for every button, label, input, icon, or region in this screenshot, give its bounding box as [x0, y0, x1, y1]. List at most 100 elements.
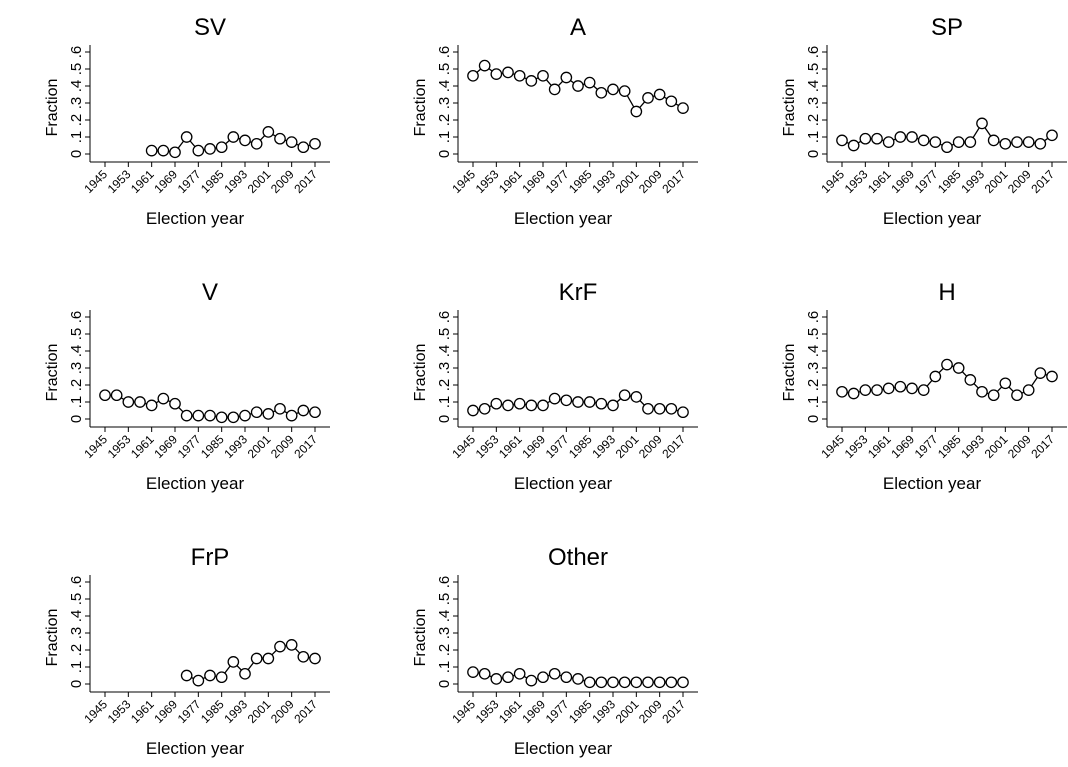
x-tick-label: 1993	[221, 697, 250, 726]
data-point	[513, 667, 526, 680]
x-tick-label: 1993	[589, 697, 618, 726]
data-point	[847, 139, 860, 152]
x-tick-label: 1953	[105, 432, 134, 461]
y-axis-label: Fraction	[412, 79, 429, 137]
y-tick-label: .3	[68, 362, 85, 375]
data-point	[665, 402, 678, 415]
x-tick-label: 1985	[935, 167, 964, 196]
data-point	[583, 396, 596, 408]
x-tick-label: 1961	[128, 167, 157, 196]
y-tick-label: .4	[436, 610, 453, 623]
x-tick-label: 1961	[865, 167, 894, 196]
data-point	[192, 409, 205, 422]
y-tick-label: .1	[436, 131, 453, 144]
data-point	[595, 397, 608, 410]
panel-title: A	[570, 14, 586, 41]
x-tick-label: 1993	[589, 167, 618, 196]
x-tick-label: 1953	[473, 697, 502, 726]
data-point	[665, 676, 678, 689]
x-tick-label: 1977	[175, 432, 204, 461]
data-point	[653, 88, 666, 101]
y-tick-label: .2	[68, 644, 85, 657]
data-point	[110, 389, 123, 402]
x-tick-label: 2017	[1028, 432, 1057, 461]
panel-title: H	[938, 279, 955, 306]
data-point	[677, 102, 689, 114]
y-tick-label: .2	[805, 114, 822, 127]
x-tick-label: 1977	[912, 167, 941, 196]
data-point	[262, 126, 275, 138]
y-tick-label: 0	[68, 680, 85, 688]
x-tick-label: 2017	[659, 697, 688, 726]
y-tick-label: .6	[805, 46, 822, 59]
x-tick-label: 1969	[519, 697, 548, 726]
data-point	[227, 656, 240, 668]
data-point	[906, 382, 918, 395]
data-point	[467, 666, 479, 678]
data-point	[204, 143, 216, 155]
y-tick-label: .3	[436, 97, 453, 110]
y-tick-label: .5	[68, 593, 85, 606]
panel-5: H0.1.2.3.4.5.6Fraction194519531961196919…	[781, 279, 1067, 493]
data-point	[548, 392, 561, 405]
y-tick-label: 0	[68, 415, 85, 423]
x-tick-label: 1961	[865, 432, 894, 461]
x-tick-label: 2009	[268, 167, 297, 196]
panel-title: FrP	[191, 544, 230, 571]
y-tick-label: 0	[436, 150, 453, 158]
data-point	[145, 399, 158, 412]
data-point	[502, 671, 514, 684]
x-tick-label: 2017	[659, 432, 688, 461]
data-point	[227, 131, 240, 143]
y-tick-label: .5	[436, 328, 453, 341]
data-point	[607, 399, 619, 412]
panel-title: SV	[194, 14, 226, 41]
data-point	[239, 667, 251, 680]
x-tick-label: 1985	[566, 167, 595, 196]
data-point	[677, 406, 689, 419]
data-point	[987, 134, 1000, 147]
data-point	[572, 396, 584, 408]
x-tick-label: 1985	[198, 167, 227, 196]
y-axis-label: Fraction	[781, 344, 798, 402]
x-tick-label: 2001	[613, 167, 642, 196]
data-point	[525, 399, 538, 412]
y-tick-label: .3	[805, 362, 822, 375]
y-tick-label: .3	[68, 97, 85, 110]
data-point	[478, 59, 491, 72]
data-point	[595, 676, 608, 689]
x-tick-label: 1977	[543, 697, 572, 726]
y-tick-label: 0	[436, 680, 453, 688]
data-point	[618, 389, 631, 402]
x-tick-label: 1977	[175, 697, 204, 726]
data-point	[157, 144, 170, 157]
data-point	[157, 392, 170, 405]
data-point	[987, 389, 1000, 402]
data-point	[583, 676, 596, 689]
y-tick-label: .4	[805, 345, 822, 358]
data-point	[894, 380, 907, 393]
y-tick-label: .5	[436, 63, 453, 76]
data-point	[99, 389, 111, 402]
x-tick-label: 2009	[268, 432, 297, 461]
x-tick-label: 2009	[1005, 167, 1034, 196]
data-point	[976, 385, 988, 398]
data-point	[467, 69, 479, 82]
y-tick-label: .2	[805, 379, 822, 392]
y-tick-label: .6	[805, 311, 822, 324]
data-point	[227, 411, 240, 424]
x-tick-label: 1945	[81, 697, 110, 726]
data-point	[871, 384, 883, 396]
data-point	[525, 75, 538, 87]
y-tick-label: .5	[436, 593, 453, 606]
data-point	[642, 92, 654, 104]
x-tick-label: 2017	[291, 432, 320, 461]
panel-2: SP0.1.2.3.4.5.6Fraction19451953196119691…	[781, 14, 1067, 228]
x-tick-label: 2001	[245, 697, 274, 726]
y-tick-label: .4	[68, 345, 85, 358]
x-axis-label: Election year	[883, 209, 982, 228]
data-point	[560, 394, 573, 407]
data-point	[490, 397, 503, 410]
y-tick-label: .5	[805, 328, 822, 341]
